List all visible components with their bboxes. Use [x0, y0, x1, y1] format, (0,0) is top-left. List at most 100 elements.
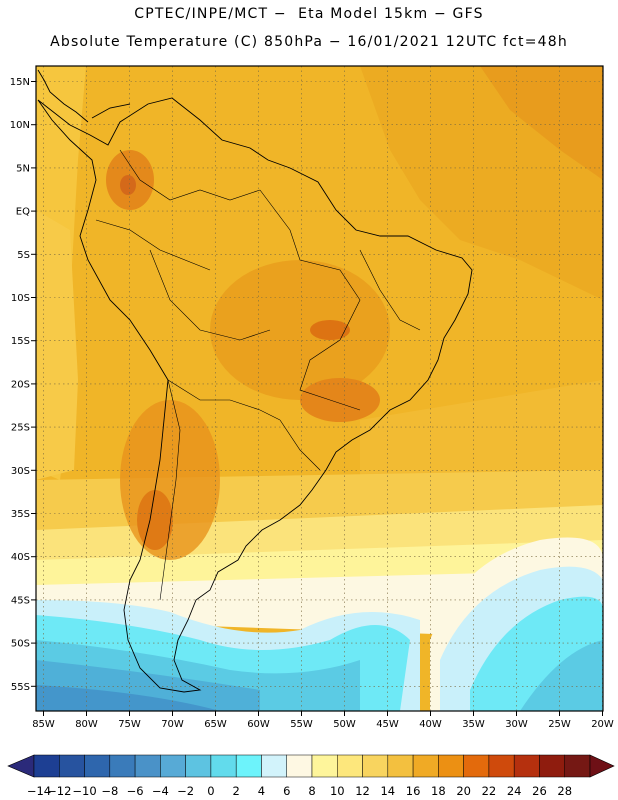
field-se-cold-3 — [520, 640, 603, 711]
field-cold-5 — [36, 685, 220, 711]
border-ecuador-peru — [95, 219, 211, 271]
colorbar-swatch — [564, 754, 591, 778]
country-borders — [95, 149, 421, 601]
caribbean-coast — [91, 103, 131, 119]
lat-label: 5S — [17, 250, 30, 261]
field-hotspot-3 — [120, 175, 136, 195]
lat-label: EQ — [16, 207, 30, 218]
lat-label: 10N — [10, 120, 30, 131]
longitude-labels: 85W 80W 75W 70W 65W 60W 55W 50W 45W 40W 35W 30W 25W 2… — [32, 711, 614, 730]
colorbar-label: −4 — [152, 784, 169, 798]
border-chile-argentina — [159, 379, 181, 601]
colorbar-label: 28 — [557, 784, 572, 798]
central-america-coastline — [37, 69, 89, 123]
chart-title: CPTEC/INPE/MCT − Eta Model 15km − GFS — [134, 6, 484, 22]
colorbar-swatch — [539, 754, 565, 778]
colorbar-label: −2 — [177, 784, 194, 798]
lat-label: 5N — [16, 163, 30, 174]
lat-label: 30S — [11, 466, 30, 477]
lon-label: 40W — [419, 719, 442, 730]
lon-label: 80W — [75, 719, 98, 730]
lon-label: 35W — [462, 719, 485, 730]
lon-label: 45W — [376, 719, 399, 730]
lat-label: 35S — [11, 509, 30, 520]
field-pacific-band — [36, 210, 78, 480]
colorbar-swatch — [185, 754, 212, 778]
temperature-field — [36, 66, 603, 711]
colorbar-swatch — [438, 754, 464, 778]
colorbar-swatch — [59, 754, 85, 778]
colorbar-label: 20 — [456, 784, 471, 798]
lon-label: 75W — [118, 719, 141, 730]
lat-label: 20S — [11, 379, 30, 390]
colorbar-label: −10 — [72, 784, 96, 798]
colorbar-swatch — [362, 754, 389, 778]
colorbar-swatch — [513, 754, 540, 778]
latitude-labels: 15N 10N 5N EQ 5S 10S 15S 20S 25S 30S 35S 40S 45S 50S 5… — [10, 77, 36, 693]
colorbar-swatch — [311, 754, 338, 778]
lat-label: 55S — [11, 682, 30, 693]
colorbar-label: 6 — [283, 784, 290, 798]
colorbar-label: 12 — [355, 784, 370, 798]
lat-label: 15S — [11, 336, 30, 347]
lon-label: 50W — [333, 719, 356, 730]
border-peru-brazil — [149, 249, 271, 341]
graticule — [36, 66, 603, 711]
colorbar-swatch — [160, 754, 186, 778]
lon-label: 20W — [591, 719, 614, 730]
colorbar-label: 0 — [207, 784, 214, 798]
colorbar-label: −8 — [101, 784, 118, 798]
field-central-brazil-warm — [210, 260, 390, 400]
map-frame — [35, 65, 604, 712]
colorbar-label: 24 — [507, 784, 522, 798]
colorbar-label: −6 — [127, 784, 144, 798]
colorbar-label: −12 — [47, 784, 71, 798]
colorbar-label: 2 — [233, 784, 240, 798]
field-hotspot-2 — [300, 378, 380, 422]
border-brazil-northeast — [359, 249, 421, 331]
colorbar-over-arrow — [589, 754, 615, 778]
colorbar-label: 16 — [406, 784, 421, 798]
colorbar-swatch — [387, 754, 414, 778]
lat-label: 50S — [11, 639, 30, 650]
colorbar-swatch — [235, 754, 262, 778]
colorbar-swatch — [33, 754, 60, 778]
colorbar-label: −14 — [27, 784, 51, 798]
colorbar-swatch — [134, 754, 161, 778]
colorbar-swatch — [109, 754, 136, 778]
border-colombia-venezuela — [119, 149, 261, 201]
colorbar-label: 10 — [330, 784, 345, 798]
lat-label: 45S — [11, 595, 30, 606]
colorbar-label: 8 — [308, 784, 315, 798]
lon-label: 60W — [247, 719, 270, 730]
colorbar-label: 14 — [380, 784, 395, 798]
colorbar-swatch — [286, 754, 313, 778]
colorbar-swatch — [412, 754, 439, 778]
lat-label: 15N — [10, 77, 30, 88]
lat-label: 10S — [11, 293, 30, 304]
border-bolivia-paraguay — [167, 379, 281, 421]
colorbar-label: 4 — [258, 784, 265, 798]
field-atlantic-warm — [480, 66, 603, 180]
chart-subtitle: Absolute Temperature (C) 850hPa − 16/01/… — [50, 34, 568, 50]
border-argentina-brazil — [279, 419, 321, 471]
colorbar-swatch — [488, 754, 515, 778]
lon-label: 85W — [32, 719, 55, 730]
lat-label: 40S — [11, 552, 30, 563]
colorbar-label: 18 — [431, 784, 446, 798]
lon-label: 30W — [505, 719, 528, 730]
colorbar-swatch — [463, 754, 490, 778]
colorbar-under-arrow — [7, 754, 35, 778]
colorbar-label: 26 — [532, 784, 547, 798]
colorbar-swatch — [337, 754, 363, 778]
lon-label: 55W — [290, 719, 313, 730]
colorbar-swatch — [84, 754, 111, 778]
lon-label: 25W — [548, 719, 571, 730]
colorbar: −14−12 −10 −8 −6 −4 −2 0 2 4 6 8 10 12 14 16 18 20 22 24 26… — [7, 754, 615, 798]
colorbar-swatch — [261, 754, 287, 778]
border-brazil-states — [259, 189, 361, 411]
lat-label: 25S — [11, 423, 30, 434]
colorbar-label: 22 — [482, 784, 497, 798]
lon-label: 65W — [204, 719, 227, 730]
